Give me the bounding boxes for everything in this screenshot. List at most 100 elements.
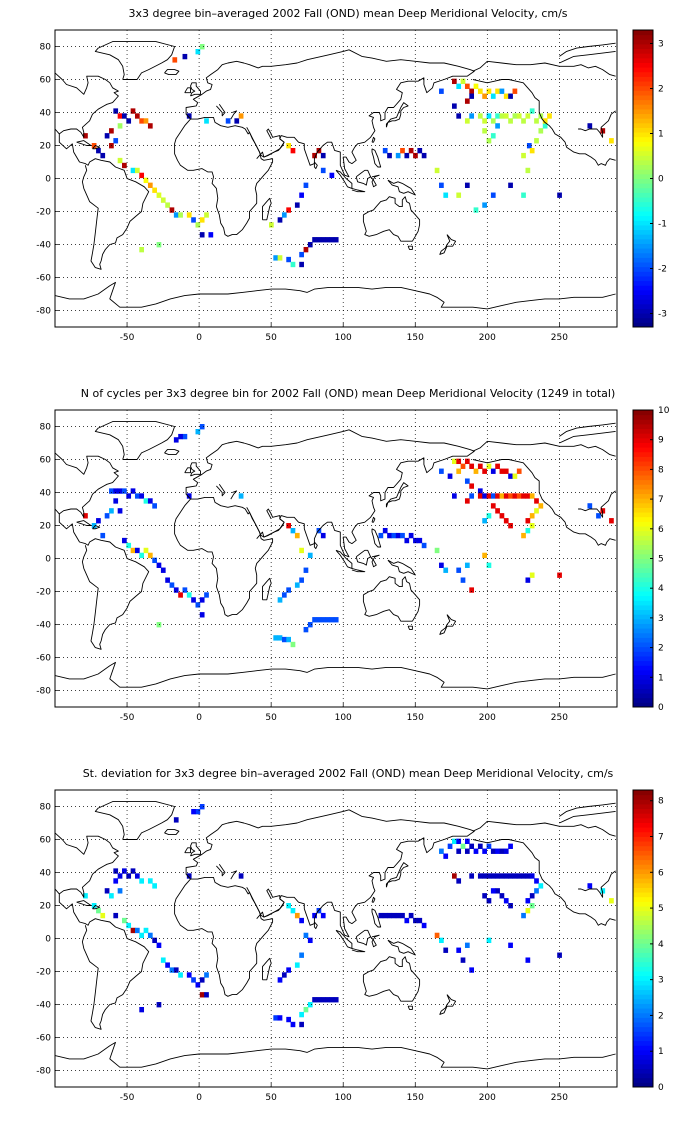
data-cell (456, 458, 462, 465)
coastline (174, 878, 274, 997)
data-cell (195, 982, 201, 988)
data-cell (178, 212, 183, 218)
x-tick-label: -50 (120, 333, 135, 343)
colorbar-segment (633, 206, 653, 212)
data-cell (165, 962, 170, 968)
colorbar-segment (633, 919, 653, 926)
colorbar-segment (633, 220, 653, 226)
data-cell (273, 1015, 279, 1021)
data-cell (290, 907, 296, 914)
coastline (55, 452, 119, 518)
data-cell (316, 617, 322, 623)
colorbar-segment (633, 498, 653, 504)
data-cell (460, 78, 466, 85)
data-cell (525, 577, 531, 583)
colorbar-segment (633, 53, 653, 59)
data-cell (456, 113, 462, 119)
colorbar-tick-label: 3 (658, 976, 664, 986)
data-cell (534, 498, 539, 504)
data-cell (382, 912, 388, 919)
data-cell (173, 437, 179, 443)
data-cell (547, 113, 552, 119)
data-cell (100, 532, 106, 539)
colorbar-segment (633, 688, 653, 694)
colorbar-segment (633, 530, 653, 536)
colorbar-segment (633, 30, 653, 36)
colorbar-segment (633, 252, 653, 258)
colorbar-segment (633, 122, 653, 128)
colorbar-segment (633, 155, 653, 161)
coastline (313, 161, 318, 170)
data-cell (109, 128, 114, 134)
colorbar-segment (633, 108, 653, 115)
data-cell (290, 1021, 296, 1028)
coastline (190, 462, 201, 477)
colorbar-segment (633, 423, 653, 430)
colorbar-segment (633, 234, 653, 240)
y-tick-label: 40 (40, 869, 52, 879)
data-cell (178, 433, 183, 440)
y-tick-label: -60 (36, 274, 51, 284)
colorbar-segment (633, 201, 653, 207)
data-cell (333, 237, 339, 243)
colorbar-segment (633, 150, 653, 156)
data-cell (503, 113, 509, 119)
coastline (190, 82, 201, 97)
colorbar-segment (633, 275, 653, 282)
colorbar-segment (633, 173, 653, 179)
x-tick-label: 100 (335, 713, 352, 723)
coastline (355, 169, 372, 186)
colorbar-segment (633, 488, 653, 495)
data-cell (134, 927, 140, 934)
colorbar-tick-label: 8 (658, 797, 664, 807)
data-cell (299, 1011, 304, 1018)
x-tick-label: 0 (196, 713, 202, 723)
data-cell (464, 838, 470, 845)
colorbar-tick-label: 0 (658, 1083, 664, 1093)
x-tick-label: 100 (335, 1093, 352, 1103)
data-cell (286, 636, 291, 643)
colorbar-segment (633, 646, 653, 652)
data-cell (460, 577, 466, 583)
colorbar-segment (633, 322, 653, 328)
data-cell (482, 493, 487, 499)
data-cell (204, 212, 209, 218)
colorbar-segment (633, 896, 653, 902)
colorbar-segment (633, 938, 653, 944)
y-tick-label: -20 (36, 968, 51, 978)
coastline (55, 832, 119, 898)
coastline (184, 87, 191, 94)
data-cell (303, 1006, 309, 1013)
y-tick-label: -20 (36, 588, 51, 598)
coastline (370, 554, 380, 568)
colorbar-segment (633, 553, 653, 559)
data-cell (521, 532, 526, 539)
data-cell (413, 537, 418, 544)
gridlines (55, 30, 617, 327)
data-cell (134, 113, 140, 119)
coastline (184, 467, 191, 474)
data-cell (147, 932, 153, 939)
data-cell (534, 888, 539, 894)
data-cell (460, 463, 466, 469)
x-tick-label: 100 (335, 333, 352, 343)
data-cell (195, 428, 201, 435)
coastline (407, 245, 413, 250)
data-cell (281, 212, 287, 218)
colorbar-segment (633, 841, 653, 847)
data-cell (439, 848, 444, 854)
coastline (185, 429, 475, 558)
y-tick-label: -20 (36, 208, 51, 218)
data-cell (290, 527, 296, 534)
data-cell (156, 1002, 162, 1008)
data-cell (130, 108, 136, 114)
data-cell (587, 123, 593, 129)
data-cell (113, 878, 119, 884)
colorbar-tick-label: 6 (658, 525, 664, 535)
colorbar-segment (633, 1054, 653, 1060)
coastline (371, 136, 376, 143)
colorbar-segment (633, 910, 653, 916)
data-cell (495, 888, 500, 894)
y-tick-label: 60 (40, 836, 52, 846)
data-cell (290, 147, 296, 154)
